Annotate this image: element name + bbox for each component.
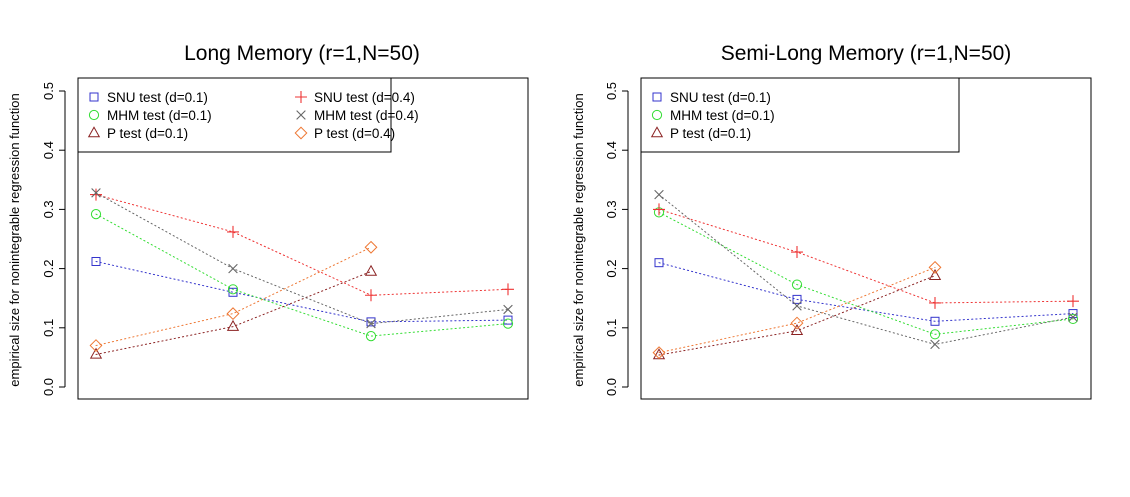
data-point-snu-test-d-0-4 xyxy=(1067,295,1079,308)
series-line-p-test-d-0-1 xyxy=(658,275,936,356)
data-point-snu-test-d-0-1 xyxy=(930,316,940,326)
legend: SNU test (d=0.1)SNU test (d=0.4)MHM test… xyxy=(640,77,960,153)
legend-marker-p-test-d-0-4 xyxy=(294,126,308,140)
y-axis: 0.0 0.1 0.2 0.3 0.4 0.5 xyxy=(604,82,629,396)
data-point-snu-test-d-0-1 xyxy=(792,294,802,304)
y-tick-label: 0.5 xyxy=(604,82,619,100)
legend-marker-p-test-d-0-1 xyxy=(650,126,664,138)
series-lines xyxy=(658,194,1074,356)
chart-panel-semi-long-memory: Semi-Long Memory (r=1,N=50) empirical si… xyxy=(571,42,1092,400)
data-point-p-test-d-0-4 xyxy=(226,307,240,321)
series-line-p-test-d-0-4 xyxy=(95,246,372,347)
data-point-snu-test-d-0-1 xyxy=(503,315,513,325)
legend-marker-mhm-test-d-0-4 xyxy=(296,110,306,120)
legend-box xyxy=(640,77,960,153)
data-point-mhm-test-d-0-1 xyxy=(227,284,239,295)
data-point-p-test-d-0-1 xyxy=(89,347,103,359)
legend-marker-mhm-test-d-0-1 xyxy=(651,109,663,121)
legend-box xyxy=(77,77,392,153)
data-point-mhm-test-d-0-4 xyxy=(792,301,802,311)
data-point-p-test-d-0-4 xyxy=(652,346,666,360)
legend-label: P test (d=0.1) xyxy=(670,126,751,141)
data-point-snu-test-d-0-4 xyxy=(929,296,941,309)
chart-panel-long-memory: Long Memory (r=1,N=50) empirical size fo… xyxy=(7,42,529,400)
y-tick-label: 0.2 xyxy=(41,260,56,278)
data-point-p-test-d-0-4 xyxy=(928,260,942,274)
y-axis: 0.0 0.1 0.2 0.3 0.4 0.5 xyxy=(41,82,66,396)
data-point-snu-test-d-0-4 xyxy=(365,289,377,302)
legend: SNU test (d=0.1) SNU test (d=0.4) MHM test… xyxy=(77,77,419,153)
data-point-mhm-test-d-0-4 xyxy=(91,188,101,198)
chart-title: Semi-Long Memory (r=1,N=50) xyxy=(721,42,1012,65)
series-line-snu-test-d-0-1 xyxy=(658,262,1074,322)
data-point-snu-test-d-0-1 xyxy=(366,317,376,327)
series-line-snu-test-d-0-4 xyxy=(658,208,1074,304)
data-point-snu-test-d-0-1 xyxy=(91,256,101,266)
data-point-mhm-test-d-0-1 xyxy=(1067,313,1079,325)
legend-label: P test (d=0.4) xyxy=(314,126,395,141)
data-point-mhm-test-d-0-4 xyxy=(1068,312,1078,322)
data-point-snu-test-d-0-1 xyxy=(654,258,664,268)
data-point-p-test-d-0-4 xyxy=(790,316,804,330)
legend-marker-snu-test-d-0-1 xyxy=(652,92,662,102)
data-point-mhm-test-d-0-4 xyxy=(654,189,664,200)
legend-label: SNU test (d=0.1) xyxy=(107,90,208,105)
data-point-mhm-test-d-0-4 xyxy=(503,304,513,315)
y-tick-label: 0.3 xyxy=(41,200,56,218)
series-line-mhm-test-d-0-1 xyxy=(658,211,1074,335)
data-point-p-test-d-0-1 xyxy=(790,323,804,335)
y-axis-label: empirical size for nonintegrable regress… xyxy=(7,93,22,386)
series-markers xyxy=(89,188,514,359)
y-tick-label: 0.4 xyxy=(41,141,56,159)
data-point-p-test-d-0-4 xyxy=(364,240,378,254)
series-line-snu-test-d-0-4 xyxy=(95,194,509,296)
data-point-mhm-test-d-0-1 xyxy=(791,279,803,290)
y-tick-label: 0.1 xyxy=(604,319,619,337)
data-point-p-test-d-0-4 xyxy=(89,339,103,353)
legend-marker-snu-test-d-0-1 xyxy=(89,92,99,102)
y-tick-label: 0.5 xyxy=(41,82,56,100)
y-tick-label: 0.4 xyxy=(604,141,619,159)
series-line-p-test-d-0-4 xyxy=(658,266,936,354)
legend-marker-snu-test-d-0-4 xyxy=(295,91,307,103)
data-point-snu-test-d-0-4 xyxy=(227,225,239,238)
series-line-mhm-test-d-0-1 xyxy=(95,213,509,337)
series-line-mhm-test-d-0-4 xyxy=(95,192,509,325)
data-point-mhm-test-d-0-4 xyxy=(930,339,940,350)
data-point-mhm-test-d-0-1 xyxy=(502,318,514,329)
series-line-p-test-d-0-1 xyxy=(95,271,372,355)
data-point-mhm-test-d-0-4 xyxy=(228,263,238,274)
data-point-snu-test-d-0-4 xyxy=(502,283,514,296)
legend-label: SNU test (d=0.4) xyxy=(314,90,415,105)
legend-label: SNU test (d=0.1) xyxy=(670,90,771,105)
data-point-mhm-test-d-0-4 xyxy=(366,318,376,329)
y-tick-label: 0.0 xyxy=(41,378,56,396)
y-axis-label: empirical size for nonintegrable regress… xyxy=(571,93,586,386)
legend-marker-p-test-d-0-1 xyxy=(87,126,101,138)
y-tick-label: 0.0 xyxy=(604,378,619,396)
y-tick-label: 0.1 xyxy=(41,319,56,337)
data-point-p-test-d-0-1 xyxy=(364,264,378,276)
data-point-snu-test-d-0-4 xyxy=(791,246,803,259)
series-markers xyxy=(652,189,1079,360)
y-tick-label: 0.2 xyxy=(604,260,619,278)
chart-title: Long Memory (r=1,N=50) xyxy=(184,42,420,65)
legend-label: MHM test (d=0.1) xyxy=(670,108,775,123)
legend-marker-mhm-test-d-0-1 xyxy=(88,109,100,121)
series-line-snu-test-d-0-1 xyxy=(95,260,509,323)
data-point-p-test-d-0-1 xyxy=(928,268,942,280)
legend-label: P test (d=0.1) xyxy=(107,126,188,141)
data-point-mhm-test-d-0-1 xyxy=(365,330,377,342)
legend-label: MHM test (d=0.1) xyxy=(107,108,212,123)
data-point-p-test-d-0-1 xyxy=(226,319,240,331)
series-line-mhm-test-d-0-4 xyxy=(658,194,1074,345)
y-tick-label: 0.3 xyxy=(604,200,619,218)
data-point-mhm-test-d-0-1 xyxy=(929,329,941,340)
data-point-snu-test-d-0-4 xyxy=(653,203,665,216)
legend-label: MHM test (d=0.4) xyxy=(314,108,419,123)
data-point-mhm-test-d-0-1 xyxy=(90,209,102,220)
data-point-snu-test-d-0-4 xyxy=(90,188,102,201)
series-lines xyxy=(95,192,509,355)
